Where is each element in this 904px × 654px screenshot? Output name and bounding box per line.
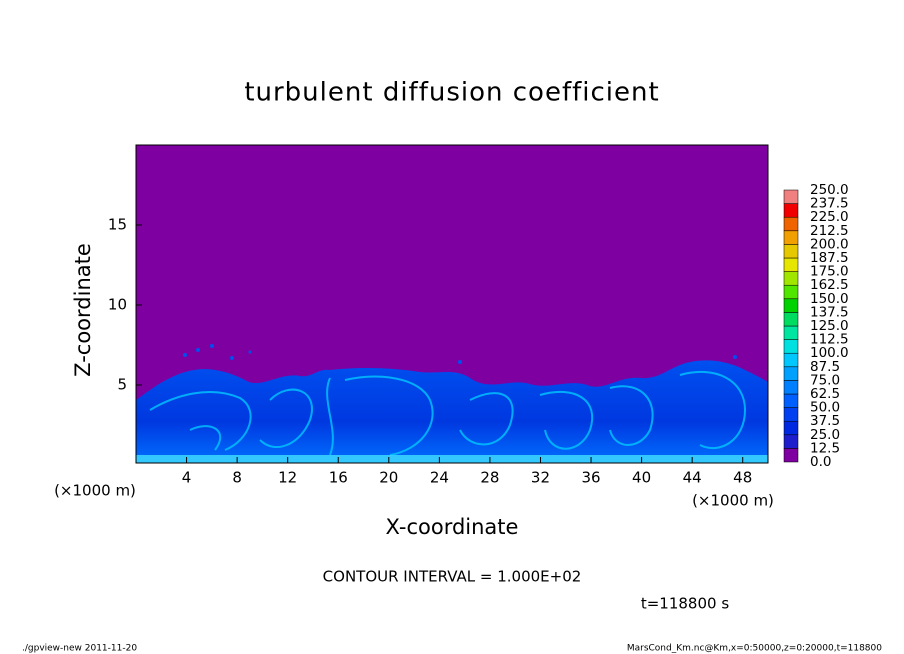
- colorbar-box: [783, 325, 799, 340]
- colorbar-label: 225.0: [810, 209, 849, 225]
- x-tick-label: 44: [683, 469, 702, 487]
- colorbar-label: 237.5: [810, 196, 849, 212]
- x-tick-label: 36: [581, 469, 600, 487]
- colorbar-box: [783, 298, 799, 313]
- y-tick-label: 5: [117, 376, 127, 394]
- x-tick-label: 40: [632, 469, 651, 487]
- x-tick-label: 24: [430, 469, 449, 487]
- colorbar-box: [783, 244, 799, 259]
- colorbar-label: 250.0: [810, 182, 849, 198]
- colorbar-label: 212.5: [810, 223, 849, 239]
- y-unit: (×1000 m): [692, 492, 774, 510]
- colorbar-label: 12.5: [810, 440, 840, 456]
- colorbar-label: 0.0: [810, 454, 831, 470]
- x-tick-label: 20: [379, 469, 398, 487]
- x-axis-label: X-coordinate: [386, 515, 519, 539]
- x-tick-label: 48: [733, 469, 752, 487]
- colorbar-label: 187.5: [810, 250, 849, 266]
- x-tick-label: 32: [531, 469, 550, 487]
- colorbar-label: 87.5: [810, 359, 840, 375]
- colorbar-label: 200.0: [810, 236, 849, 252]
- colorbar-label: 37.5: [810, 413, 840, 429]
- colorbar-box: [783, 230, 799, 245]
- colorbar-box: [783, 257, 799, 272]
- plot-frame: [135, 144, 769, 464]
- x-tick-label: 28: [480, 469, 499, 487]
- colorbar-label: 150.0: [810, 291, 849, 307]
- annotation: CONTOUR INTERVAL = 1.000E+02: [323, 568, 582, 586]
- colorbar-box: [783, 339, 799, 354]
- colorbar-box: [783, 393, 799, 408]
- y-axis-label: Z-coordinate: [71, 243, 95, 377]
- colorbar-box: [783, 203, 799, 218]
- x-tick-label: 4: [182, 469, 192, 487]
- footer: MarsCond_Km.nc@Km,x=0:50000,z=0:20000,t=…: [627, 644, 882, 654]
- colorbar-box: [783, 352, 799, 368]
- x-unit: (×1000 m): [54, 482, 136, 500]
- turbulent-layer: [136, 344, 768, 463]
- colorbar-label: 162.5: [810, 277, 849, 293]
- colorbar-box: [783, 216, 799, 232]
- colorbar-box: [783, 407, 799, 422]
- y-tick-label: 10: [108, 296, 127, 314]
- annotation: t=118800 s: [641, 595, 729, 613]
- colorbar-label: 125.0: [810, 318, 849, 334]
- colorbar-label: 100.0: [810, 345, 849, 361]
- colorbar-box: [783, 366, 799, 381]
- colorbar-label: 62.5: [810, 386, 840, 402]
- colorbar-label: 25.0: [810, 427, 840, 443]
- colorbar-box: [783, 448, 799, 463]
- colorbar-label: 50.0: [810, 400, 840, 416]
- colorbar-box: [783, 380, 799, 395]
- colorbar-box: [783, 284, 799, 300]
- footer: ./gpview-new 2011-11-20: [22, 644, 137, 654]
- colorbar-label: 75.0: [810, 372, 840, 388]
- colorbar-box: [783, 271, 799, 286]
- chart-title: turbulent diffusion coefficient: [244, 78, 659, 108]
- colorbar-box: [783, 312, 799, 327]
- colorbar-box: [783, 434, 799, 449]
- colorbar-label: 175.0: [810, 264, 849, 280]
- y-tick-label: 15: [108, 216, 127, 234]
- colorbar-label: 137.5: [810, 304, 849, 320]
- colorbar-label: 112.5: [810, 332, 849, 348]
- x-tick-label: 12: [278, 469, 297, 487]
- colorbar-box: [783, 420, 799, 436]
- x-tick-label: 8: [232, 469, 242, 487]
- colorbar-box: [783, 189, 799, 204]
- x-tick-label: 16: [329, 469, 348, 487]
